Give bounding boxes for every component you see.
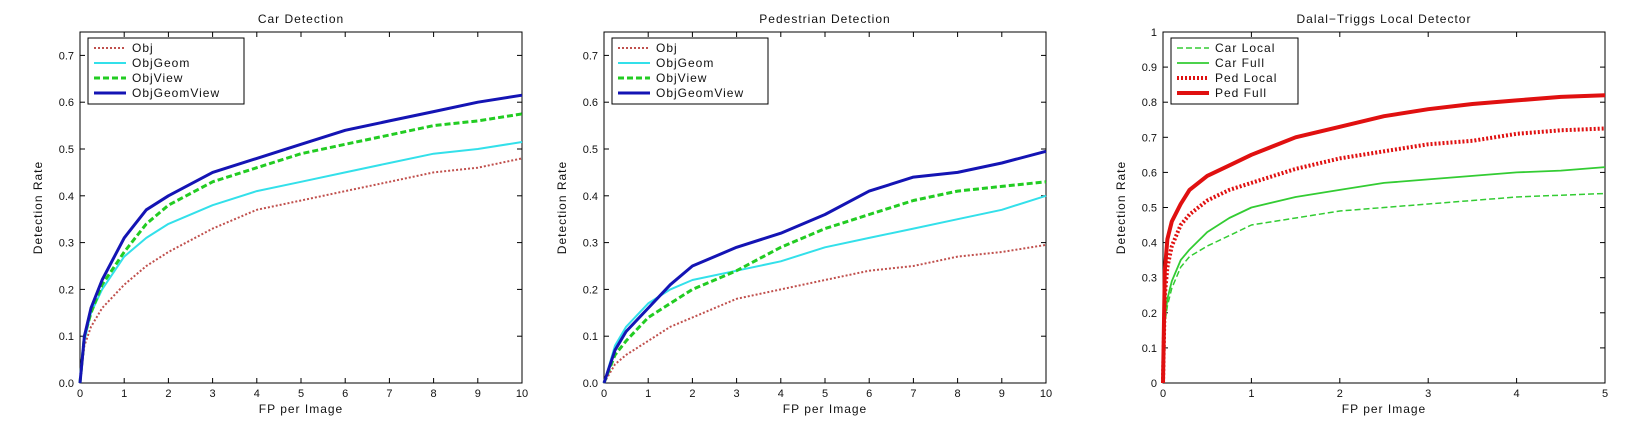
x-tick-label: 5 (822, 388, 828, 400)
series-line-obj (79, 157, 523, 384)
y-tick-label: 0.6 (1142, 167, 1157, 179)
legend-label: Ped Local (1215, 71, 1277, 85)
series-line-objview (78, 112, 523, 384)
x-tick-label: 2 (165, 388, 171, 400)
x-tick-label: 0 (601, 388, 607, 400)
x-tick-label: 3 (734, 388, 740, 400)
y-axis-label: Detection Rate (555, 161, 569, 254)
x-tick-label: 8 (431, 388, 437, 400)
y-tick-label: 0.1 (59, 331, 74, 343)
y-tick-label: 0.3 (59, 238, 74, 250)
y-tick-label: 0.2 (583, 284, 598, 296)
legend-label: Car Local (1215, 41, 1275, 55)
series-line-objgeom (79, 141, 523, 384)
y-tick-label: 0.8 (1142, 97, 1157, 109)
y-tick-label: 0.6 (59, 97, 74, 109)
x-tick-label: 7 (386, 388, 392, 400)
x-tick-label: 6 (866, 388, 872, 400)
y-tick-label: 0.7 (59, 50, 74, 62)
x-tick-label: 4 (254, 388, 260, 400)
x-axis-label: FP per Image (259, 402, 343, 416)
y-tick-label: 0.4 (1142, 238, 1157, 250)
y-axis-label: Detection Rate (1114, 161, 1128, 254)
y-tick-label: 0.7 (583, 50, 598, 62)
x-tick-label: 9 (999, 388, 1005, 400)
chart-1: 0 1 2 3 4 5 6 7 8 9 10 0.0 0.1 0.2 0.3 0.4 0.5 0.6 0.7 Car … (31, 12, 528, 416)
x-axis-label: FP per Image (1342, 402, 1426, 416)
series-line-car-full (1162, 166, 1606, 384)
legend-label: Ped Full (1215, 86, 1267, 100)
x-tick-label: 4 (778, 388, 784, 400)
legend-label: Car Full (1215, 56, 1265, 70)
y-tick-label: 1 (1151, 27, 1157, 39)
x-tick-label: 8 (955, 388, 961, 400)
y-tick-label: 0.1 (1142, 343, 1157, 355)
x-tick-label: 4 (1514, 388, 1520, 400)
series-line-ped-local (1161, 126, 1606, 384)
x-tick-label: 1 (1248, 388, 1254, 400)
chart-title: Dalal−Triggs Local Detector (1297, 12, 1472, 26)
y-tick-label: 0.1 (583, 331, 598, 343)
x-tick-label: 5 (298, 388, 304, 400)
y-tick-label: 0.2 (59, 284, 74, 296)
x-tick-label: 6 (342, 388, 348, 400)
chart-title: Car Detection (258, 12, 344, 26)
x-tick-label: 2 (689, 388, 695, 400)
x-tick-label: 9 (475, 388, 481, 400)
legend-label: ObjGeom (132, 56, 190, 70)
y-tick-label: 0.9 (1142, 62, 1157, 74)
chart-title: Pedestrian Detection (759, 12, 890, 26)
x-tick-label: 3 (210, 388, 216, 400)
x-tick-label: 1 (121, 388, 127, 400)
legend-label: ObjView (656, 71, 707, 85)
y-axis-label: Detection Rate (31, 161, 45, 254)
legend-label: ObjGeom (656, 56, 714, 70)
y-tick-label: 0.4 (583, 191, 598, 203)
y-tick-label: 0.2 (1142, 308, 1157, 320)
x-tick-label: 0 (1160, 388, 1166, 400)
series-line-objgeomview (78, 93, 523, 384)
legend-label: Obj (132, 41, 154, 55)
series-line-objgeomview (602, 149, 1047, 384)
y-tick-label: 0.4 (59, 191, 74, 203)
y-tick-label: 0.5 (583, 144, 598, 156)
x-tick-label: 7 (910, 388, 916, 400)
x-tick-label: 10 (1040, 388, 1052, 400)
y-tick-label: 0.5 (1142, 203, 1157, 215)
x-tick-label: 10 (516, 388, 528, 400)
x-tick-label: 0 (77, 388, 83, 400)
y-tick-label: 0.6 (583, 97, 598, 109)
chart-3: 0 1 2 3 4 5 0 0.1 0.2 0.3 0.4 0.5 0.6 0.7 0.8 0.9 1 Dalal… (1114, 12, 1608, 416)
chart-2: 0 1 2 3 4 5 6 7 8 9 10 0.0 0.1 0.2 0.3 0.4 0.5 0.6 0.7 Pede… (555, 12, 1052, 416)
y-tick-label: 0.0 (59, 378, 74, 390)
series-line-objview (602, 180, 1047, 384)
y-tick-label: 0.7 (1142, 132, 1157, 144)
y-tick-label: 0.0 (583, 378, 598, 390)
y-tick-label: 0.3 (583, 238, 598, 250)
x-tick-label: 1 (645, 388, 651, 400)
x-tick-label: 5 (1602, 388, 1608, 400)
x-tick-label: 3 (1425, 388, 1431, 400)
y-tick-label: 0.5 (59, 144, 74, 156)
x-axis-label: FP per Image (783, 402, 867, 416)
series-line-ped-full (1161, 93, 1606, 384)
x-tick-label: 2 (1337, 388, 1343, 400)
series-line-obj (603, 243, 1047, 384)
series-line-objgeom (603, 194, 1047, 384)
y-tick-label: 0 (1151, 378, 1157, 390)
legend-label: ObjGeomView (656, 86, 744, 100)
y-tick-label: 0.3 (1142, 273, 1157, 285)
series-line-car-local (1162, 192, 1606, 384)
legend-label: Obj (656, 41, 678, 55)
legend-label: ObjGeomView (132, 86, 220, 100)
legend-label: ObjView (132, 71, 183, 85)
